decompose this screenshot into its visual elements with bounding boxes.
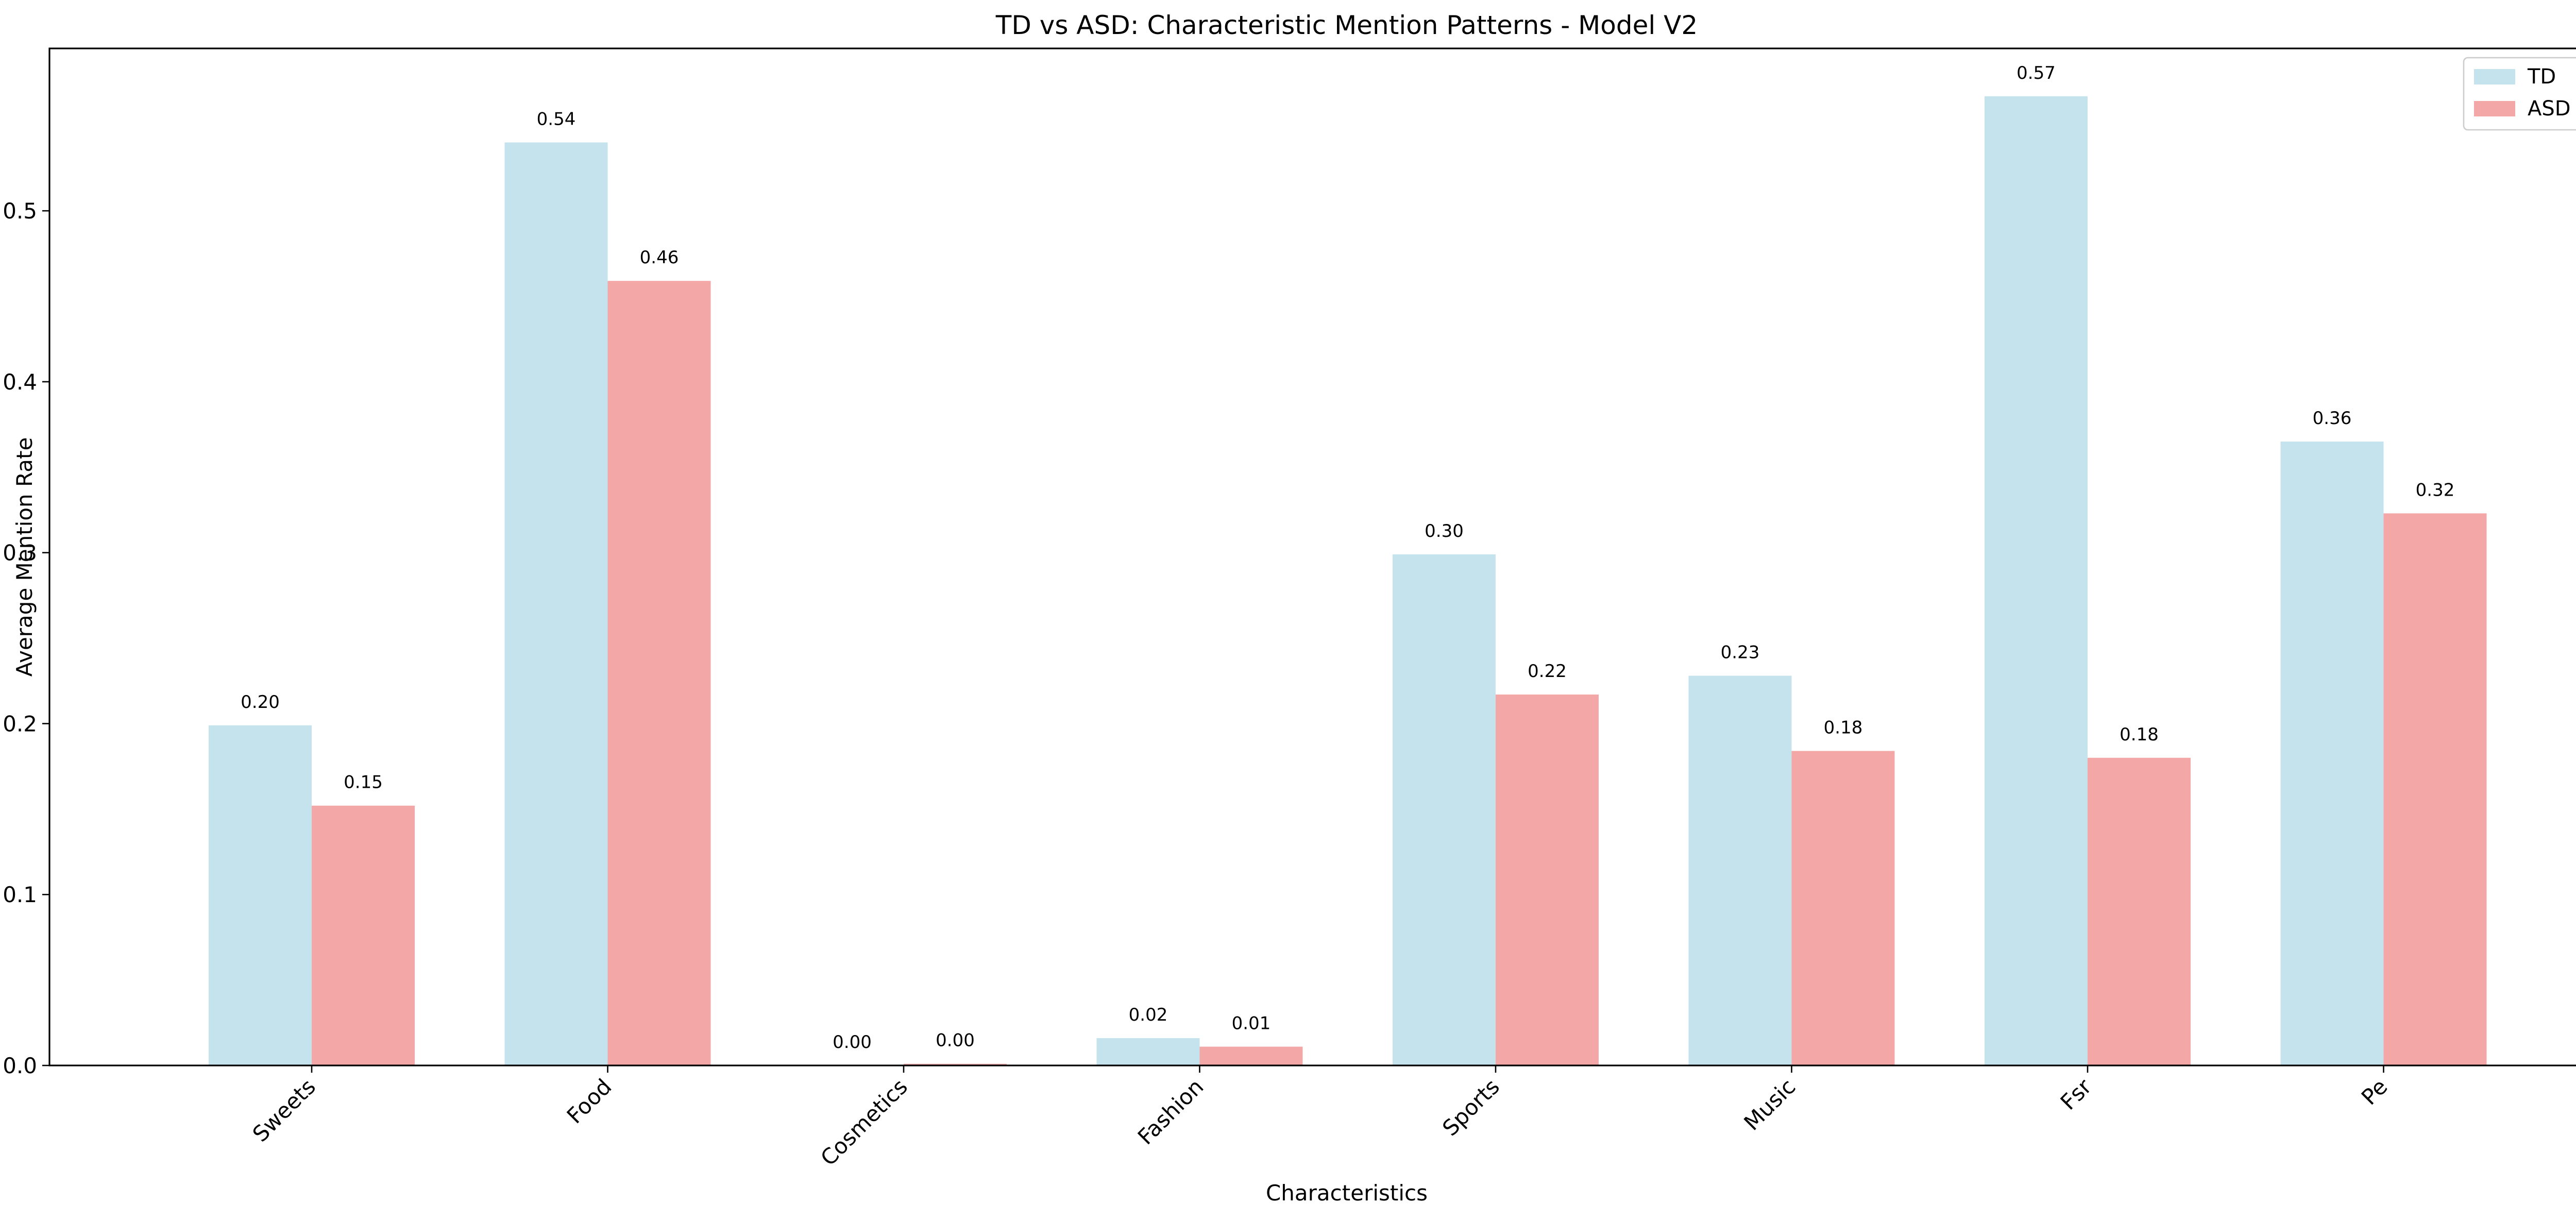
y-tick-label: 0.4 <box>3 369 37 395</box>
bar-asd-pe <box>2383 513 2487 1065</box>
bar-td-sports <box>1393 554 1496 1065</box>
value-label-td-fsr: 0.57 <box>2016 63 2056 83</box>
x-tick-label-fsr: Fsr <box>2056 1074 2097 1115</box>
bars <box>209 96 2487 1066</box>
chart-title: TD vs ASD: Characteristic Mention Patter… <box>995 10 1698 40</box>
value-label-asd-pe: 0.32 <box>2416 480 2455 500</box>
bar-td-food <box>504 142 608 1065</box>
legend-label-asd: ASD <box>2528 97 2571 121</box>
y-tick-label: 0.5 <box>3 198 37 224</box>
value-label-td-cosmetics: 0.00 <box>833 1032 872 1053</box>
legend-swatch-asd <box>2474 101 2515 116</box>
y-axis-title: Average Mention Rate <box>12 437 37 677</box>
x-tick-label-fashion: Fashion <box>1133 1074 1209 1149</box>
x-tick-label-food: Food <box>562 1074 617 1128</box>
value-label-td-sweets: 0.20 <box>241 692 280 713</box>
bar-td-pe <box>2280 442 2384 1065</box>
legend-swatch-td <box>2474 69 2515 84</box>
bar-asd-sweets <box>312 805 415 1065</box>
value-label-asd-sweets: 0.15 <box>344 772 383 793</box>
x-tick-label-cosmetics: Cosmetics <box>816 1074 912 1171</box>
y-tick-label: 0.0 <box>3 1053 37 1078</box>
value-labels: 0.20 0.54 0.00 0.02 0.30 0.23 0.57 0.36 0.15 0.46… <box>241 63 2454 1053</box>
value-label-td-food: 0.54 <box>537 109 576 129</box>
y-tick-label: 0.2 <box>3 711 37 736</box>
value-label-asd-sports: 0.22 <box>1528 661 1567 682</box>
y-axis-ticks: 0.0 0.1 0.2 0.3 0.4 0.5 <box>3 198 49 1078</box>
value-label-td-fashion: 0.02 <box>1129 1005 1168 1025</box>
bar-asd-food <box>607 281 711 1066</box>
legend-label-td: TD <box>2527 65 2556 89</box>
bar-td-sweets <box>209 725 312 1065</box>
value-label-td-pe: 0.36 <box>2313 408 2352 429</box>
value-label-asd-cosmetics: 0.00 <box>936 1030 975 1051</box>
x-tick-label-sports: Sports <box>1437 1074 1504 1141</box>
y-tick-label: 0.1 <box>3 882 37 907</box>
x-axis-title: Characteristics <box>1266 1180 1428 1206</box>
y-tick-label: 0.3 <box>3 540 37 566</box>
legend: TD ASD <box>2463 57 2576 131</box>
value-label-asd-food: 0.46 <box>640 247 679 268</box>
x-tick-label-music: Music <box>1739 1074 1800 1135</box>
bar-asd-fsr <box>2088 757 2191 1065</box>
value-label-asd-fsr: 0.18 <box>2120 724 2159 745</box>
bar-td-fsr <box>1985 96 2088 1065</box>
value-label-td-sports: 0.30 <box>1425 521 1464 541</box>
bar-asd-sports <box>1496 695 1599 1065</box>
bar-asd-fashion <box>1199 1046 1303 1065</box>
value-label-asd-fashion: 0.01 <box>1232 1013 1271 1034</box>
x-axis-ticks: Sweets Food Cosmetics Fashion Sports Music Fsr… <box>248 1065 2393 1171</box>
value-label-td-music: 0.23 <box>1721 642 1760 663</box>
x-tick-label-sweets: Sweets <box>248 1074 320 1146</box>
value-label-asd-music: 0.18 <box>1824 718 1863 738</box>
bar-td-fashion <box>1096 1038 1200 1065</box>
bar-td-music <box>1688 675 1792 1065</box>
x-tick-label-pe: Pe <box>2357 1074 2393 1110</box>
bar-asd-cosmetics <box>904 1063 1007 1065</box>
plot-frame <box>48 47 2576 1066</box>
bar-asd-music <box>1791 751 1895 1065</box>
